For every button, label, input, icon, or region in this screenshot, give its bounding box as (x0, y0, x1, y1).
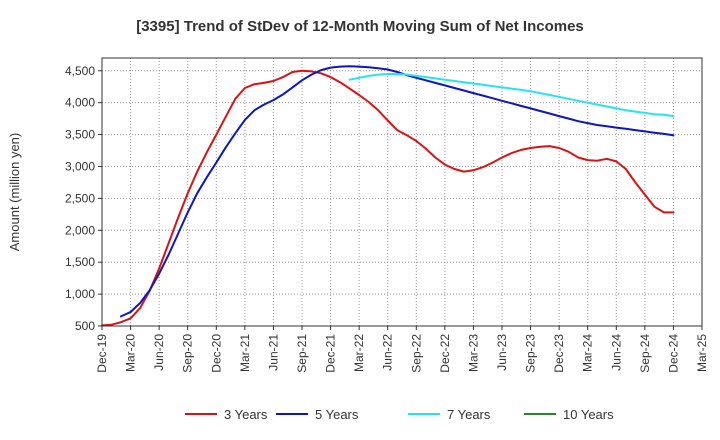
series-group (101, 65, 675, 327)
x-tick-label: Dec-19 (95, 334, 109, 373)
x-tick-label: Dec-20 (209, 334, 223, 373)
plot-frame (101, 57, 703, 327)
x-tick-label: Dec-23 (552, 334, 566, 373)
y-tick-label: 3,500 (65, 128, 95, 142)
chart-title: [3395] Trend of StDev of 12-Month Moving… (136, 18, 584, 35)
x-tick-label: Dec-21 (324, 334, 338, 373)
legend-label-5-years: 5 Years (315, 407, 359, 422)
y-tick-label: 500 (75, 319, 95, 333)
x-tick-label: Dec-24 (666, 334, 680, 373)
x-tick-label: Mar-20 (124, 334, 138, 372)
legend-label-7-years: 7 Years (447, 407, 491, 422)
series-line-7-years (348, 73, 675, 118)
y-axis-ticks: 500 1,000 1,500 2,000 2,500 3,000 3,500 4,000 4,… (65, 64, 102, 333)
grid (101, 58, 703, 327)
x-tick-label: Mar-25 (695, 334, 709, 372)
x-tick-label: Sep-23 (524, 334, 538, 373)
x-tick-label: Jun-20 (152, 334, 166, 371)
x-tick-label: Jun-24 (609, 334, 623, 371)
x-tick-label: Mar-23 (466, 334, 480, 372)
x-tick-label: Mar-22 (352, 334, 366, 372)
legend-label-10-years: 10 Years (563, 407, 614, 422)
y-axis-label: Amount (million yen) (7, 133, 22, 252)
x-tick-label: Dec-22 (438, 334, 452, 373)
y-tick-label: 4,000 (65, 96, 95, 110)
y-tick-label: 2,000 (65, 223, 95, 237)
x-tick-label: Mar-21 (238, 334, 252, 372)
y-tick-label: 3,000 (65, 159, 95, 173)
x-tick-label: Jun-21 (266, 334, 280, 371)
y-tick-label: 1,500 (65, 255, 95, 269)
x-tick-label: Mar-24 (581, 334, 595, 372)
x-tick-label: Jun-22 (381, 334, 395, 371)
legend-label-3-years: 3 Years (224, 407, 268, 422)
series-line-5-years (120, 65, 675, 318)
x-tick-label: Sep-20 (181, 334, 195, 373)
plot-area (102, 58, 702, 326)
x-tick-label: Sep-22 (409, 334, 423, 373)
x-tick-label: Sep-24 (638, 334, 652, 373)
y-tick-label: 1,000 (65, 287, 95, 301)
legend: 3 Years 5 Years 7 Years 10 Years (185, 407, 614, 422)
y-tick-label: 2,500 (65, 191, 95, 205)
x-axis-ticks: Dec-19 Mar-20 Jun-20 Sep-20 Dec-20 Mar-21 Jun-… (95, 326, 709, 373)
y-tick-label: 4,500 (65, 64, 95, 78)
series-line-3-years (101, 69, 675, 327)
x-tick-label: Jun-23 (495, 334, 509, 371)
x-tick-label: Sep-21 (295, 334, 309, 373)
